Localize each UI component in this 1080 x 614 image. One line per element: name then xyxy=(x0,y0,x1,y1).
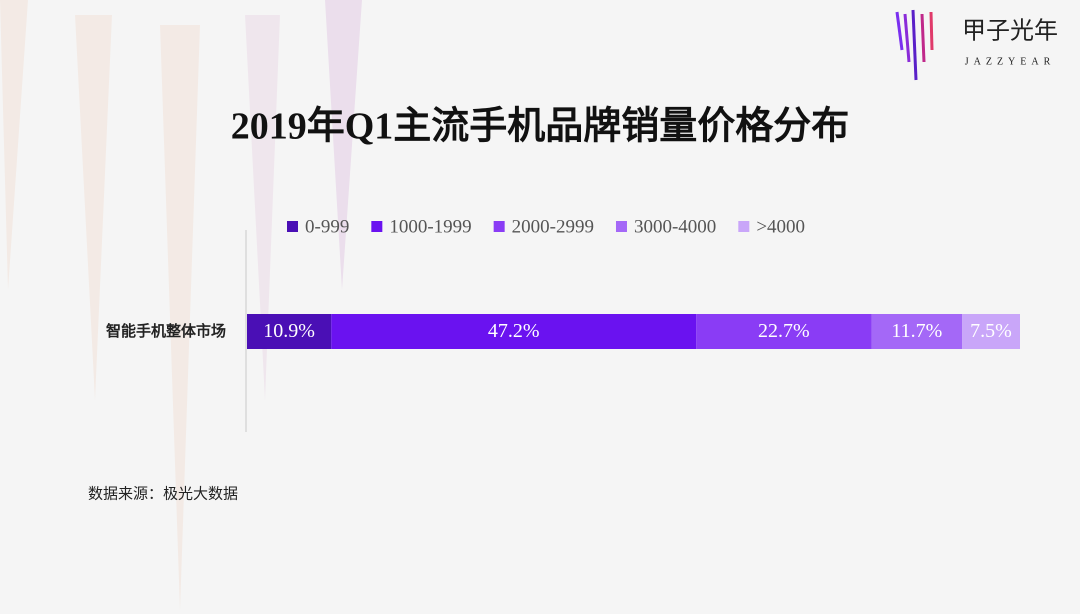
decoration xyxy=(0,0,362,610)
legend-swatch xyxy=(493,221,505,232)
bar-segment xyxy=(871,314,963,349)
value-label: 11.7% xyxy=(891,320,942,342)
value-label: 10.9% xyxy=(263,320,315,342)
value-label: 47.2% xyxy=(488,320,540,342)
legend-label: >4000 xyxy=(756,216,805,237)
brand-name: 甲子光年 xyxy=(962,18,1058,45)
chart-title: 2019年Q1主流手机品牌销量价格分布 xyxy=(231,106,850,148)
bar-segment xyxy=(696,314,872,349)
legend-label: 1000-1999 xyxy=(389,216,471,237)
legend-label: 0-999 xyxy=(305,216,349,237)
legend-swatch xyxy=(738,221,750,232)
brand-tagline: JAZZYEAR xyxy=(965,56,1056,67)
legend-label: 3000-4000 xyxy=(634,216,716,237)
category-label: 智能手机整体市场 xyxy=(106,322,226,340)
bar-segment xyxy=(331,314,697,349)
legend-swatch xyxy=(371,221,383,232)
value-label: 7.5% xyxy=(970,320,1012,342)
logo: 甲子光年 JAZZYEAR xyxy=(895,9,1058,81)
source-note: 数据来源：极光大数据 xyxy=(88,485,238,503)
legend-label: 2000-2999 xyxy=(512,216,594,237)
value-label: 22.7% xyxy=(758,320,810,342)
bar-segment xyxy=(247,314,332,349)
bar-segment xyxy=(962,314,1020,349)
legend-swatch xyxy=(287,221,298,232)
legend-swatch xyxy=(615,221,627,232)
